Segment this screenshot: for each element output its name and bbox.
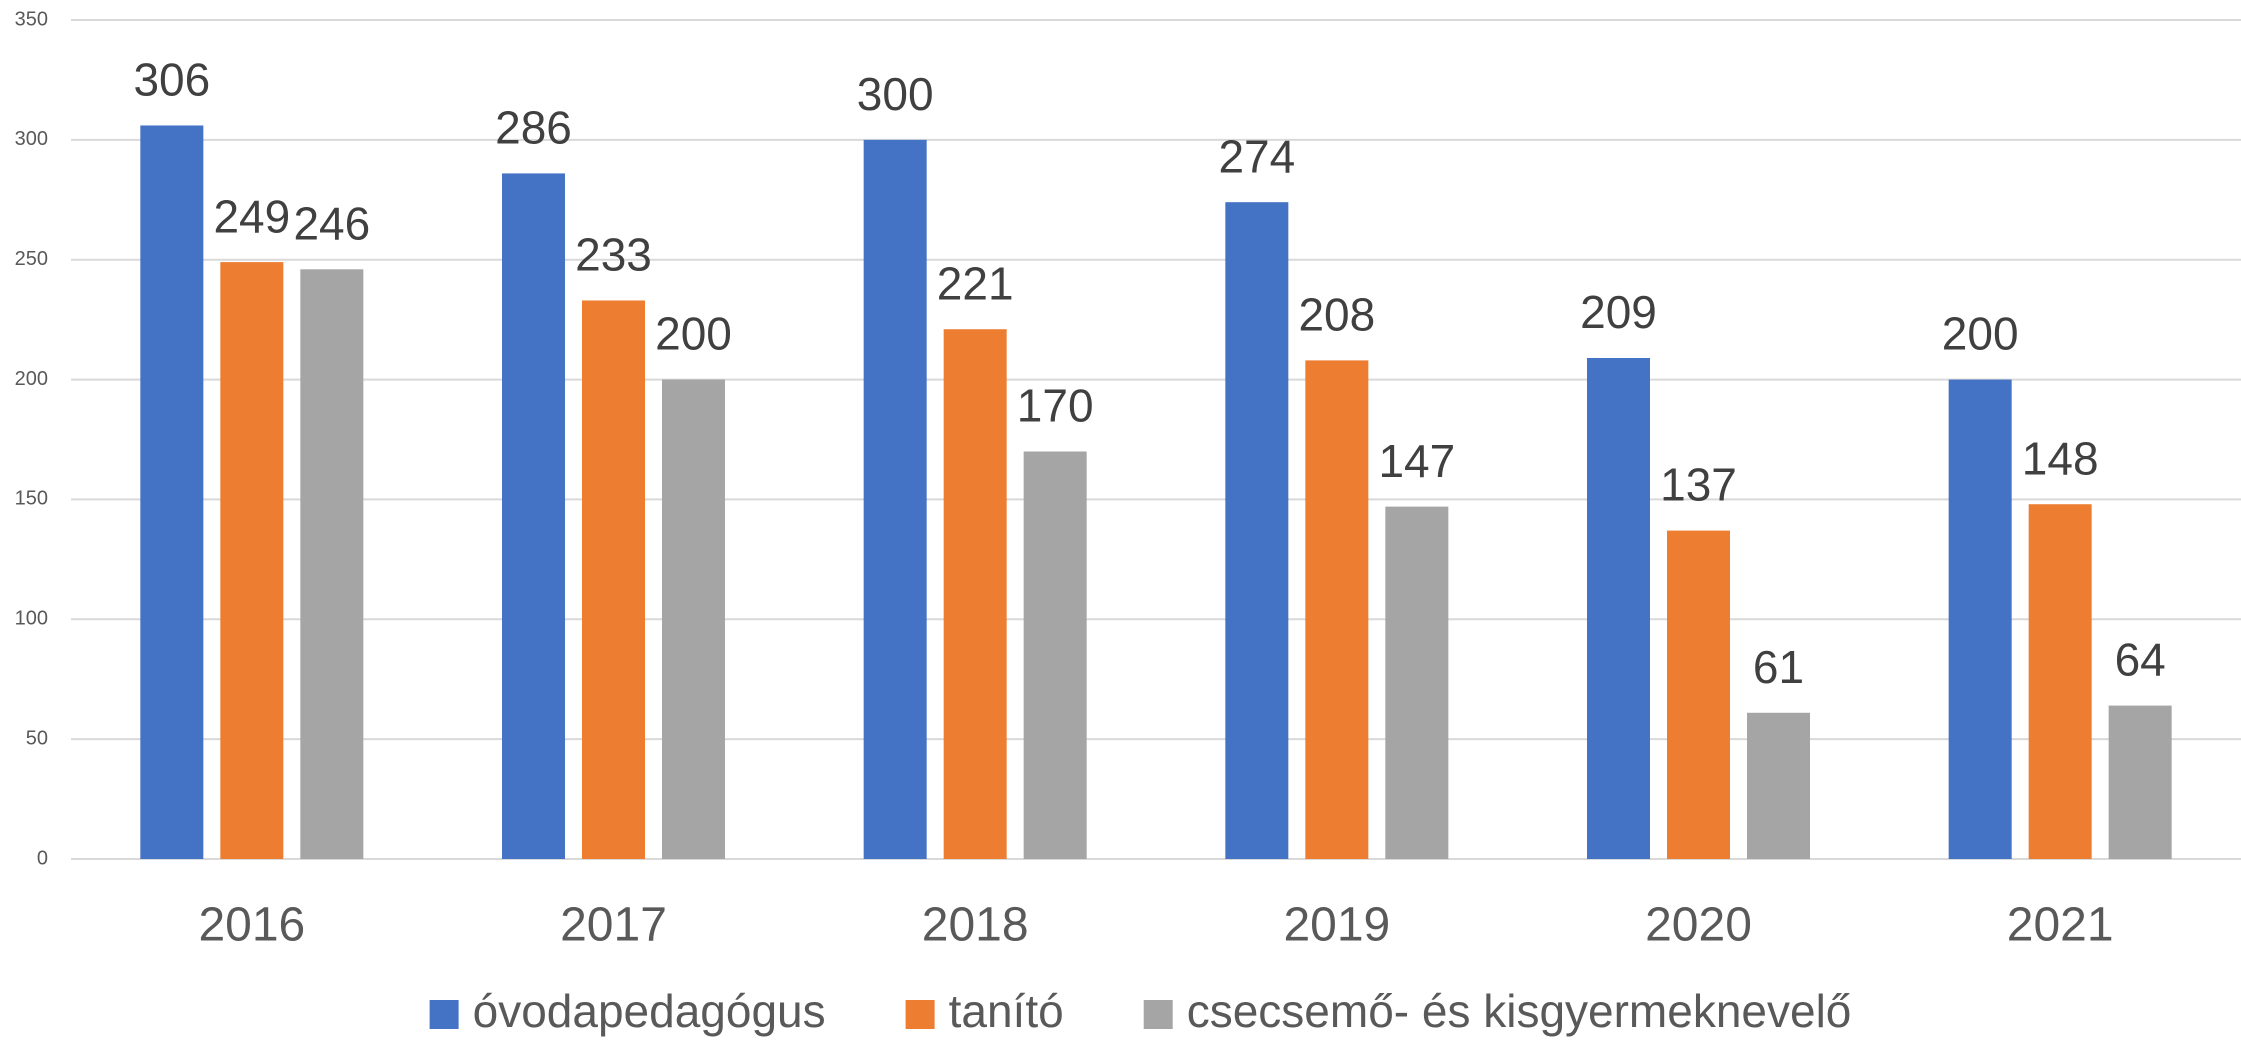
data-label: 221 bbox=[937, 257, 1014, 309]
data-label: 147 bbox=[1378, 435, 1455, 487]
bar bbox=[300, 269, 364, 859]
data-label: 246 bbox=[293, 197, 370, 249]
bar bbox=[1225, 202, 1289, 859]
bar bbox=[502, 173, 565, 860]
y-tick-label: 100 bbox=[15, 608, 48, 630]
bar bbox=[1948, 379, 2012, 859]
data-label: 200 bbox=[1942, 308, 2019, 360]
y-tick-label: 150 bbox=[15, 488, 48, 510]
x-tick-label: 2019 bbox=[1283, 899, 1390, 952]
bar bbox=[582, 300, 645, 860]
bar bbox=[1667, 530, 1730, 859]
data-label: 170 bbox=[1017, 380, 1094, 432]
bar bbox=[943, 329, 1007, 859]
data-label: 300 bbox=[857, 68, 934, 120]
legend-swatch bbox=[429, 1000, 459, 1029]
data-label: 64 bbox=[2115, 634, 2166, 686]
bar bbox=[1385, 506, 1449, 859]
data-label: 61 bbox=[1753, 641, 1804, 693]
y-tick-label: 350 bbox=[15, 8, 48, 30]
data-label: 148 bbox=[2022, 432, 2099, 484]
legend-label: óvodapedagógus bbox=[473, 985, 826, 1037]
data-label: 209 bbox=[1580, 286, 1657, 338]
legend-label: tanító bbox=[949, 985, 1064, 1037]
bar bbox=[1747, 712, 1810, 859]
bar bbox=[1023, 451, 1087, 859]
data-label: 137 bbox=[1660, 459, 1737, 511]
data-label: 306 bbox=[133, 54, 210, 106]
data-label: 274 bbox=[1218, 130, 1295, 182]
bar bbox=[140, 125, 204, 859]
data-label: 249 bbox=[213, 190, 290, 242]
legend-swatch bbox=[905, 1000, 935, 1029]
bar bbox=[2108, 705, 2172, 859]
y-tick-label: 0 bbox=[37, 847, 48, 869]
data-label: 286 bbox=[495, 102, 572, 154]
legend-label: csecsemő- és kisgyermeknevelő bbox=[1187, 985, 1852, 1037]
x-tick-label: 2017 bbox=[560, 899, 667, 952]
bar bbox=[2028, 504, 2092, 859]
data-label: 208 bbox=[1298, 289, 1375, 341]
x-tick-label: 2016 bbox=[198, 899, 305, 952]
data-label: 200 bbox=[655, 308, 732, 360]
y-tick-label: 250 bbox=[15, 248, 48, 270]
bar bbox=[220, 262, 284, 859]
x-tick-label: 2020 bbox=[1645, 899, 1752, 952]
bar bbox=[1305, 360, 1369, 859]
bar bbox=[863, 139, 927, 859]
bar bbox=[662, 379, 725, 859]
data-label: 233 bbox=[575, 229, 652, 281]
y-tick-label: 300 bbox=[15, 128, 48, 150]
x-tick-label: 2018 bbox=[922, 899, 1029, 952]
x-tick-label: 2021 bbox=[2007, 899, 2114, 952]
y-tick-label: 200 bbox=[15, 368, 48, 390]
legend-swatch bbox=[1143, 1000, 1173, 1029]
bar bbox=[1587, 357, 1650, 859]
y-tick-label: 50 bbox=[26, 727, 48, 749]
